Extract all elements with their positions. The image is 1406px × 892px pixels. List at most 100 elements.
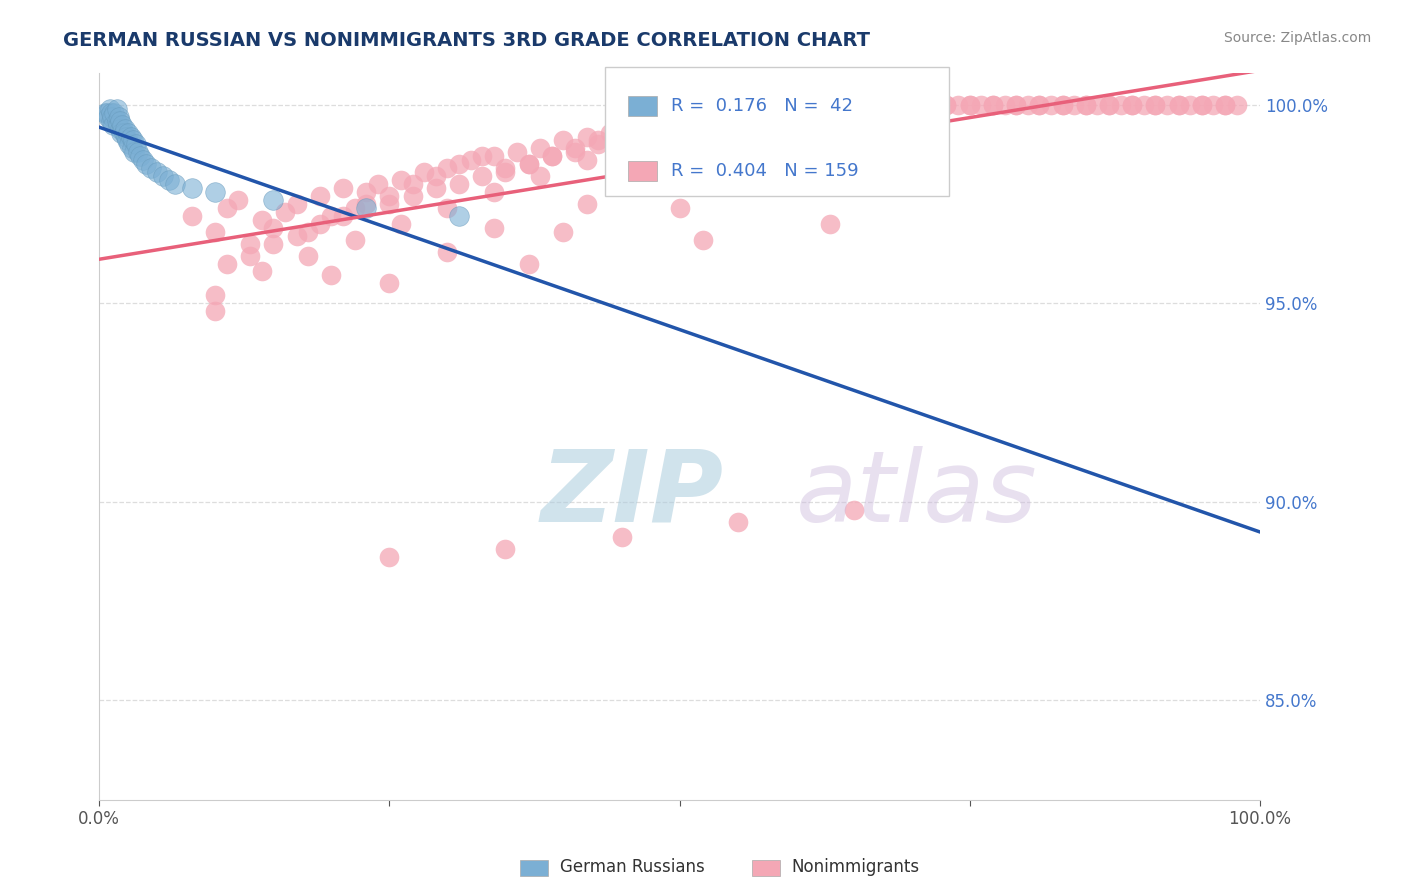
Point	[378, 550, 401, 565]
Point	[447, 157, 470, 171]
Point	[378, 197, 401, 211]
Point	[889, 97, 911, 112]
Point	[215, 201, 238, 215]
Point	[332, 181, 354, 195]
Point	[634, 121, 657, 136]
Point	[436, 244, 458, 259]
Point	[529, 169, 551, 184]
Point	[354, 185, 377, 199]
Point	[645, 118, 668, 132]
Point	[796, 97, 818, 112]
Point	[842, 502, 865, 516]
Point	[135, 157, 157, 171]
Point	[517, 256, 540, 270]
Point	[108, 110, 131, 124]
Point	[853, 97, 876, 112]
Point	[575, 197, 598, 211]
Text: GERMAN RUSSIAN VS NONIMMIGRANTS 3RD GRADE CORRELATION CHART: GERMAN RUSSIAN VS NONIMMIGRANTS 3RD GRAD…	[63, 31, 870, 50]
Point	[946, 97, 969, 112]
Point	[108, 121, 131, 136]
Point	[553, 225, 575, 239]
Point	[820, 217, 842, 231]
Point	[114, 121, 136, 136]
Point	[447, 209, 470, 223]
Point	[634, 129, 657, 144]
Point	[575, 153, 598, 168]
Point	[285, 228, 308, 243]
Point	[367, 177, 389, 191]
Point	[657, 113, 679, 128]
Point	[239, 249, 262, 263]
Point	[1005, 97, 1028, 112]
Point	[692, 233, 714, 247]
Point	[112, 126, 135, 140]
Point	[125, 137, 148, 152]
Point	[796, 97, 818, 112]
Point	[564, 141, 586, 155]
Point	[482, 185, 505, 199]
Point	[471, 169, 494, 184]
Point	[110, 126, 132, 140]
Point	[1028, 97, 1050, 112]
Point	[389, 217, 412, 231]
Point	[401, 189, 423, 203]
Point	[749, 97, 772, 112]
Point	[541, 149, 564, 163]
Point	[308, 217, 330, 231]
Point	[738, 102, 761, 116]
Point	[163, 177, 186, 191]
Point	[1167, 97, 1189, 112]
Point	[250, 212, 273, 227]
Point	[250, 264, 273, 278]
Point	[132, 153, 155, 168]
Point	[1133, 97, 1156, 112]
Point	[343, 201, 366, 215]
Point	[239, 236, 262, 251]
Point	[103, 105, 125, 120]
Point	[105, 102, 128, 116]
Point	[1213, 97, 1236, 112]
Point	[141, 161, 163, 176]
Point	[1202, 97, 1225, 112]
Point	[1017, 97, 1039, 112]
Text: ZIP: ZIP	[540, 446, 723, 543]
Point	[553, 133, 575, 147]
Point	[107, 118, 129, 132]
Point	[482, 149, 505, 163]
Point	[262, 236, 284, 251]
Point	[285, 197, 308, 211]
Point	[121, 141, 143, 155]
Point	[100, 113, 122, 128]
Point	[425, 181, 447, 195]
Point	[204, 225, 226, 239]
Point	[1074, 97, 1097, 112]
Point	[1028, 97, 1050, 112]
Point	[94, 105, 117, 120]
Point	[599, 126, 621, 140]
Point	[108, 113, 131, 128]
Point	[842, 97, 865, 112]
Point	[115, 133, 138, 147]
Point	[181, 209, 204, 223]
Point	[959, 97, 981, 112]
Point	[1098, 97, 1121, 112]
Point	[471, 149, 494, 163]
Point	[773, 97, 796, 112]
Point	[262, 193, 284, 207]
Point	[1226, 97, 1249, 112]
Point	[866, 97, 889, 112]
Point	[228, 193, 250, 207]
Point	[831, 97, 853, 112]
Point	[105, 113, 128, 128]
Text: Source: ZipAtlas.com: Source: ZipAtlas.com	[1223, 31, 1371, 45]
Point	[517, 157, 540, 171]
Point	[912, 97, 935, 112]
Point	[1191, 97, 1213, 112]
Point	[401, 177, 423, 191]
Point	[714, 105, 737, 120]
Point	[1074, 97, 1097, 112]
Point	[101, 118, 124, 132]
Point	[1144, 97, 1167, 112]
Point	[436, 201, 458, 215]
Point	[785, 97, 807, 112]
